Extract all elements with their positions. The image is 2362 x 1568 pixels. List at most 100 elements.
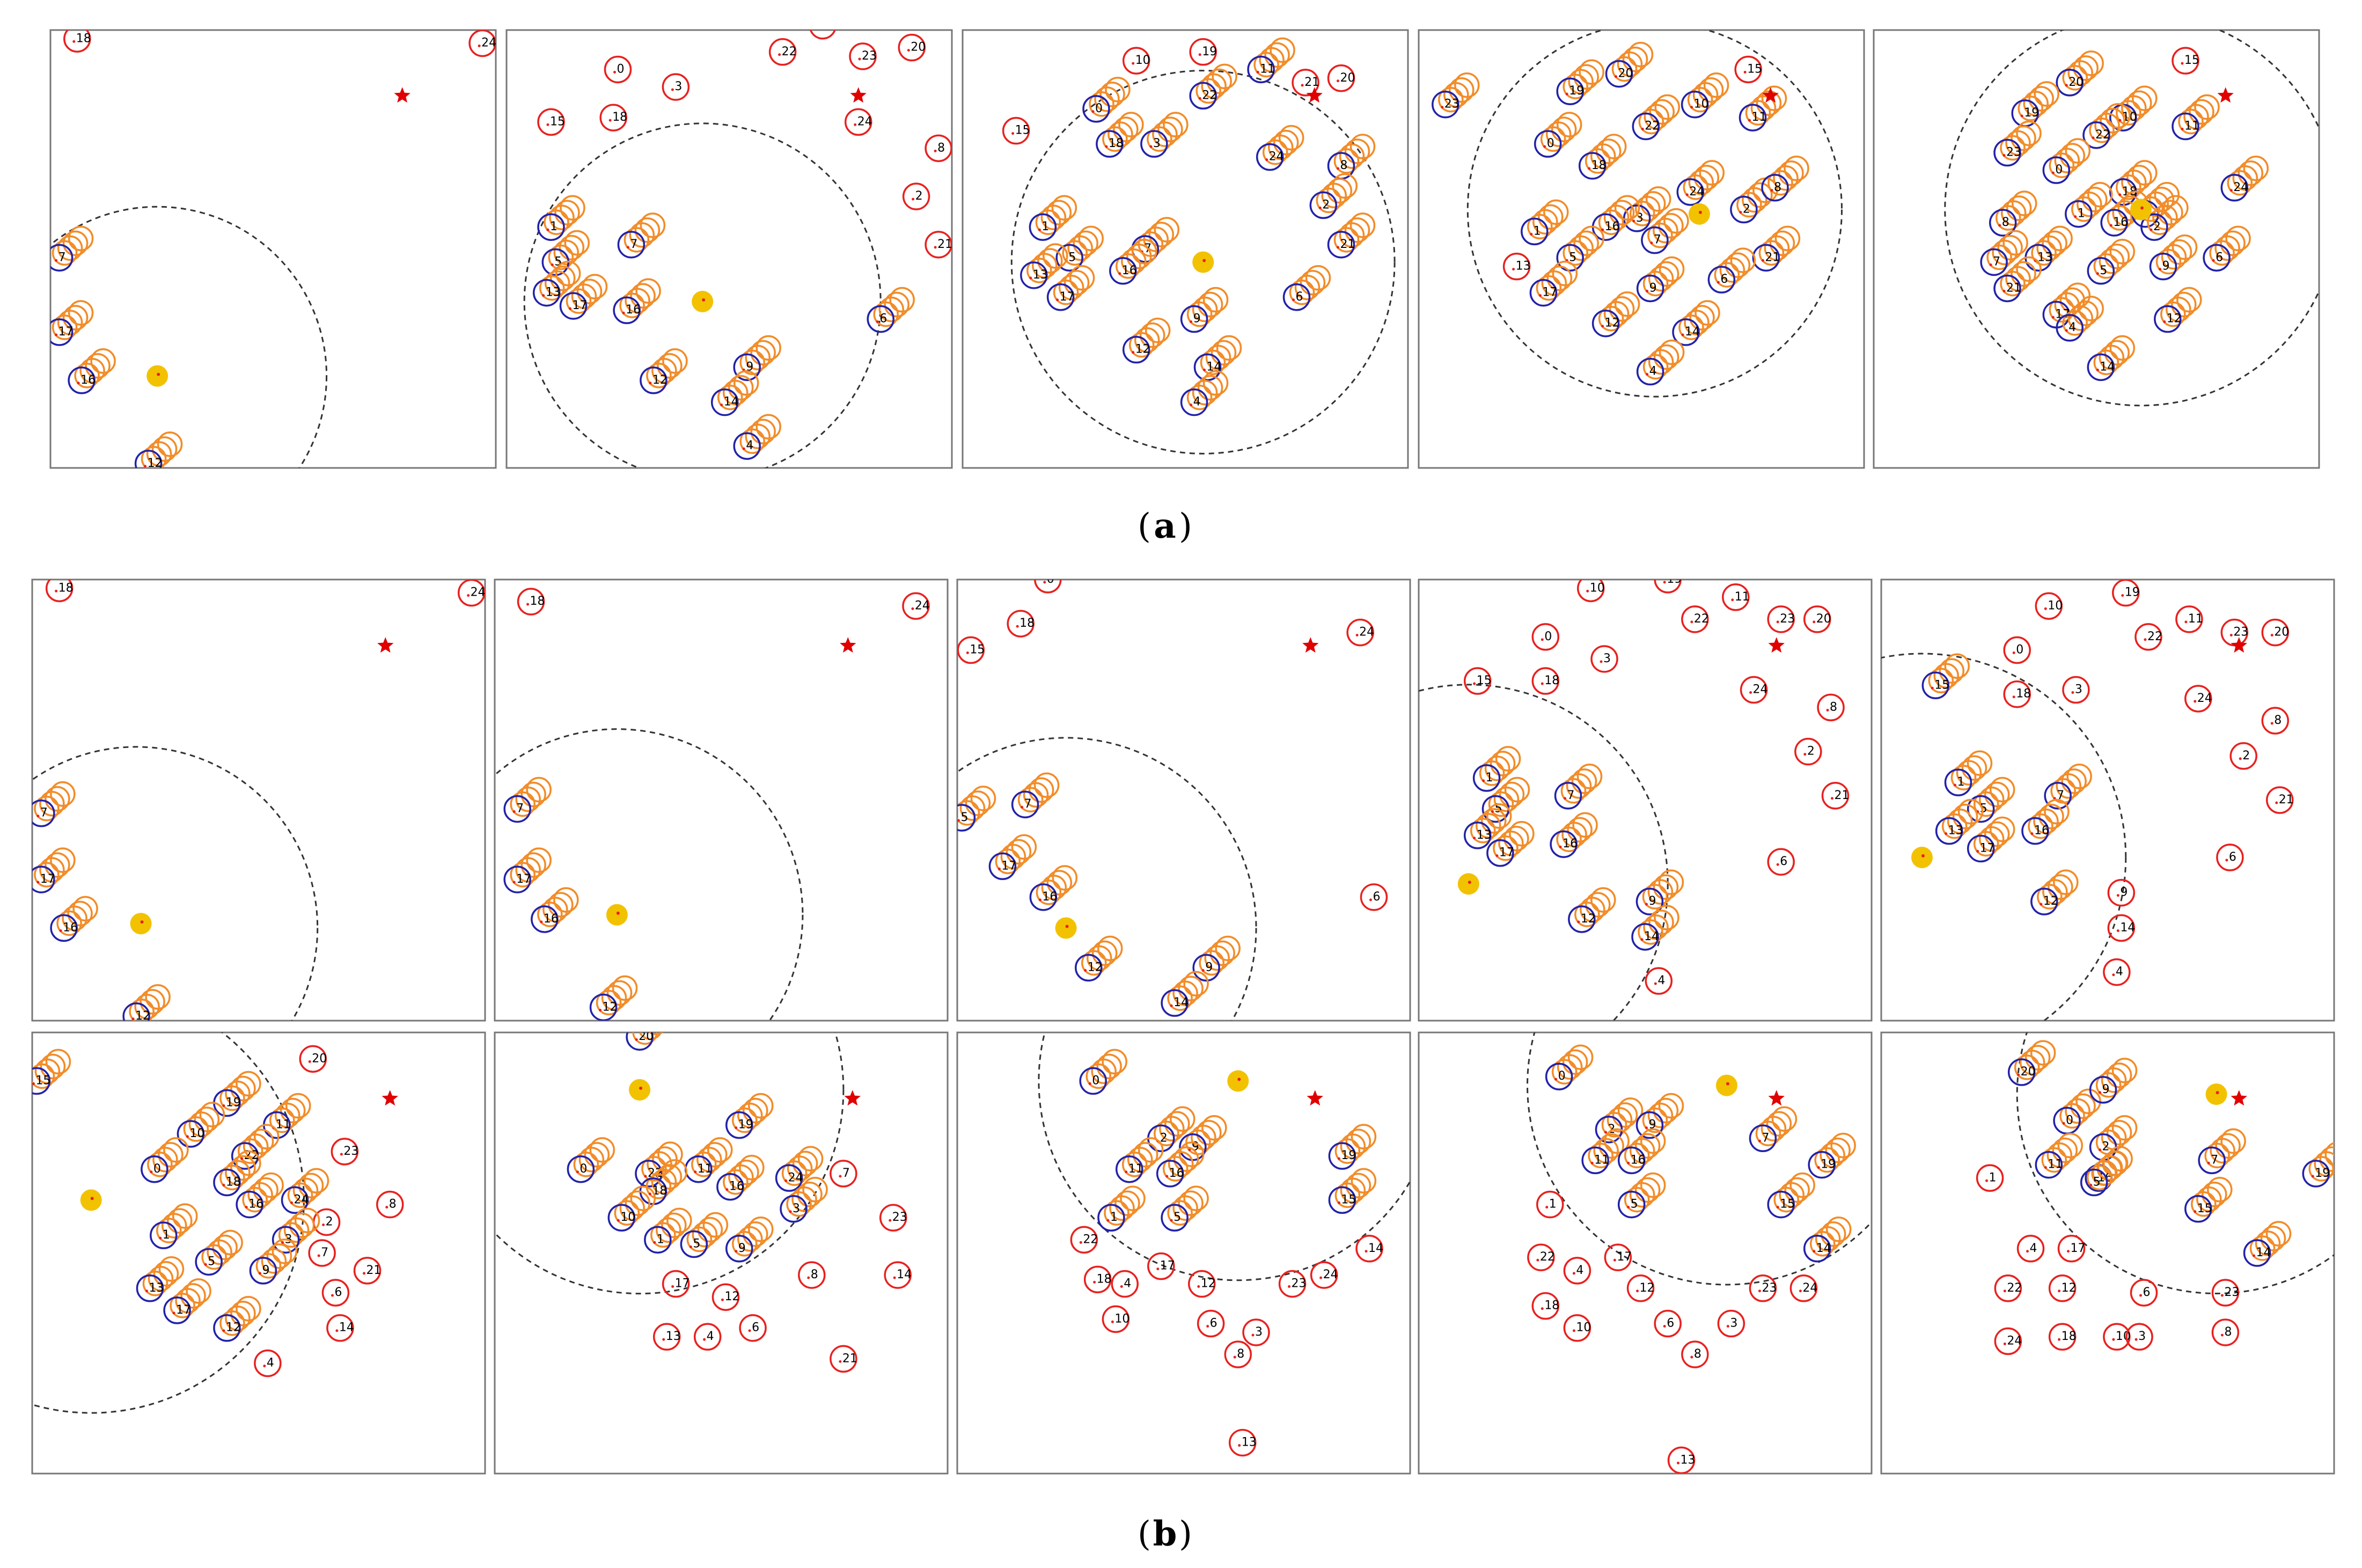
- covered-user-marker: [1189, 82, 1217, 110]
- user-dot: [159, 1236, 162, 1240]
- user-label: 4: [1193, 395, 1201, 409]
- user-label: 15: [550, 115, 565, 128]
- trajectory-ring: [2094, 113, 2120, 138]
- user-dot: [2275, 801, 2278, 804]
- covered-user-marker: [213, 1168, 241, 1197]
- trajectory-ring: [1087, 945, 1112, 971]
- covered-user-marker: [1055, 244, 1083, 272]
- trajectory-ring: [2000, 270, 2026, 297]
- trajectory-ring: [1339, 143, 1365, 169]
- caption-b-letter: b: [1153, 1514, 1177, 1554]
- covered-user-marker: [2021, 817, 2049, 845]
- uncovered-user-marker: [63, 30, 91, 53]
- user-label: 4: [1124, 1277, 1131, 1291]
- user-dot: [36, 881, 40, 884]
- user-label: 10: [189, 1127, 204, 1140]
- user-dot: [512, 881, 516, 884]
- user-label: 2: [1807, 745, 1815, 758]
- uncovered-user-marker: [1002, 116, 1030, 145]
- trajectory-ring: [2107, 205, 2132, 231]
- trajectory-ring: [510, 791, 536, 817]
- covered-user-marker: [1636, 357, 1664, 386]
- covered-user-marker: [988, 852, 1017, 881]
- trajectory-ring: [148, 1266, 174, 1292]
- trajectory-ring: [1603, 301, 1630, 327]
- trajectory-ring: [1036, 880, 1062, 905]
- trajectory-ring: [537, 902, 563, 927]
- covered-user-marker: [50, 318, 74, 346]
- trajectory-ring: [745, 423, 771, 449]
- covered-user-marker: [32, 1067, 51, 1095]
- yellow-dot-icon: [606, 904, 628, 926]
- user-dot: [1482, 779, 1485, 782]
- user-dot: [2229, 634, 2233, 637]
- trajectory-ring: [2093, 253, 2119, 279]
- trajectory-ring: [1647, 879, 1674, 905]
- trajectory-ring: [1688, 170, 1714, 195]
- trajectory-ring: [1601, 1112, 1627, 1138]
- trajectory-ring: [2031, 240, 2057, 266]
- user-label: 12: [2167, 312, 2182, 326]
- user-dot: [2229, 189, 2233, 192]
- user-dot: [622, 311, 625, 314]
- trajectory-ring: [1648, 266, 1674, 292]
- covered-user-marker: [2042, 156, 2071, 184]
- trajectory-ring: [2089, 118, 2115, 143]
- user-label: 24: [857, 115, 872, 128]
- uncovered-user-marker: [902, 182, 930, 210]
- trajectory-ring: [2121, 170, 2147, 195]
- user-label: 18: [2062, 1330, 2077, 1343]
- user-label: 14: [1816, 1242, 1831, 1255]
- user-label: 20: [312, 1052, 327, 1065]
- trajectory-ring: [283, 1217, 310, 1243]
- user-label: 16: [1042, 890, 1057, 904]
- trajectory-ring: [1479, 760, 1505, 786]
- trajectory-ring: [1289, 280, 1315, 305]
- user-label: 13: [1681, 1453, 1696, 1467]
- trajectory-ring: [1947, 808, 1973, 834]
- user-dot: [1586, 589, 1589, 592]
- uncovered-user-marker: [2057, 1235, 2086, 1263]
- trajectory-ring: [1000, 844, 1026, 870]
- user-dot: [720, 404, 723, 407]
- covered-user-marker: [213, 1314, 241, 1342]
- user-dot: [2051, 171, 2055, 174]
- trajectory-ring: [2071, 196, 2097, 222]
- user-label: 16: [248, 1198, 263, 1211]
- uncovered-user-marker: [2172, 47, 2199, 75]
- trajectory-ring: [1611, 56, 1638, 82]
- trajectory-ring: [656, 1217, 681, 1243]
- user-label: 19: [1202, 45, 1217, 58]
- user-label: 15: [1015, 124, 1030, 137]
- user-label: 4: [1576, 1264, 1583, 1277]
- uncovered-user-marker: [768, 38, 797, 66]
- yellow-dot-icon: [1227, 1070, 1249, 1092]
- user-dot: [784, 1179, 788, 1182]
- user-dot: [2134, 1338, 2138, 1341]
- trajectory-ring: [787, 1155, 813, 1182]
- user-label: 13: [1516, 260, 1531, 273]
- trajectory-ring: [571, 283, 597, 309]
- trajectory-ring: [1644, 104, 1670, 130]
- user-dot: [1572, 1329, 1575, 1332]
- trajectory-ring: [1443, 82, 1469, 108]
- user-label: 20: [911, 41, 926, 54]
- user-dot: [1292, 298, 1295, 302]
- covered-user-marker: [2100, 209, 2128, 237]
- covered-user-marker: [1328, 1186, 1356, 1214]
- user-label: 13: [1948, 824, 1963, 838]
- uav-heading-dot: [1726, 1082, 1729, 1086]
- user-label: 15: [1477, 674, 1492, 687]
- yellow-dot-icon: [692, 290, 714, 312]
- covered-user-marker: [1556, 244, 1584, 272]
- covered-user-marker: [2220, 174, 2249, 202]
- trajectory-ring: [79, 358, 105, 384]
- trajectory-ring: [2166, 296, 2191, 323]
- trajectory-ring: [1928, 668, 1954, 694]
- covered-user-marker: [2044, 782, 2072, 810]
- user-dot: [694, 1170, 697, 1174]
- user-label: 13: [149, 1281, 164, 1295]
- user-dot: [934, 246, 937, 249]
- coverage-range-circle: [2016, 1032, 2334, 1294]
- trajectory-ring: [1488, 791, 1514, 817]
